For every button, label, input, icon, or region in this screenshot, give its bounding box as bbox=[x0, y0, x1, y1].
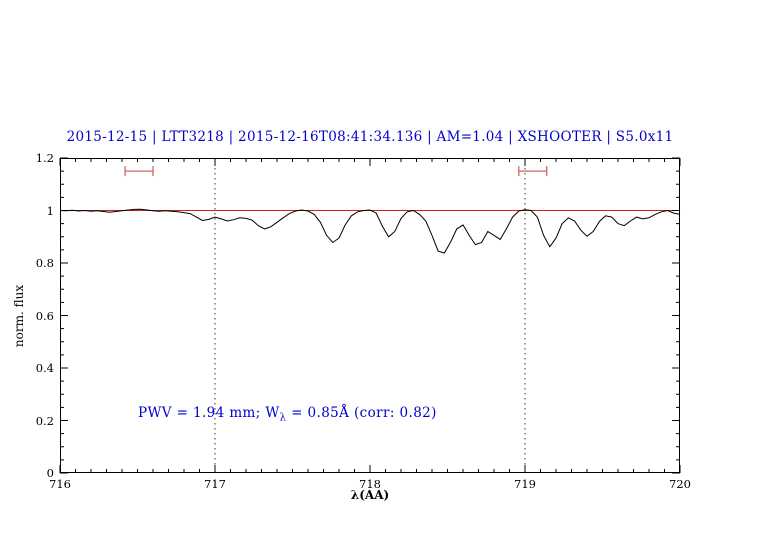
x-axis-label: λ(AA) bbox=[350, 488, 390, 502]
x-tick-label: 716 bbox=[49, 477, 71, 491]
spectrum-plot-canvas bbox=[59, 157, 681, 474]
y-tick-label: 0.4 bbox=[35, 361, 54, 375]
y-tick-label: 1.2 bbox=[35, 151, 54, 165]
x-tick-label: 718 bbox=[359, 477, 381, 491]
y-tick-label: 0.8 bbox=[35, 256, 54, 270]
plot-title: 2015-12-15 | LTT3218 | 2015-12-16T08:41:… bbox=[66, 129, 674, 145]
pwv-annotation-suffix: = 0.85Å (corr: 0.82) bbox=[286, 405, 437, 421]
y-tick-label: 1 bbox=[46, 203, 54, 218]
pwv-annotation-prefix: PWV = 1.94 mm; W bbox=[138, 405, 280, 421]
x-tick-label: 719 bbox=[514, 477, 536, 491]
y-tick-label: 0 bbox=[46, 466, 54, 480]
x-tick-label: 717 bbox=[204, 477, 226, 491]
pwv-annotation: PWV = 1.94 mm; Wλ = 0.85Å (corr: 0.82) bbox=[138, 405, 437, 424]
pwv-annotation-subscript: λ bbox=[279, 412, 287, 424]
x-tick-label: 720 bbox=[669, 477, 691, 491]
y-tick-label: 0.6 bbox=[35, 308, 54, 323]
y-tick-label: 0.2 bbox=[35, 413, 54, 428]
